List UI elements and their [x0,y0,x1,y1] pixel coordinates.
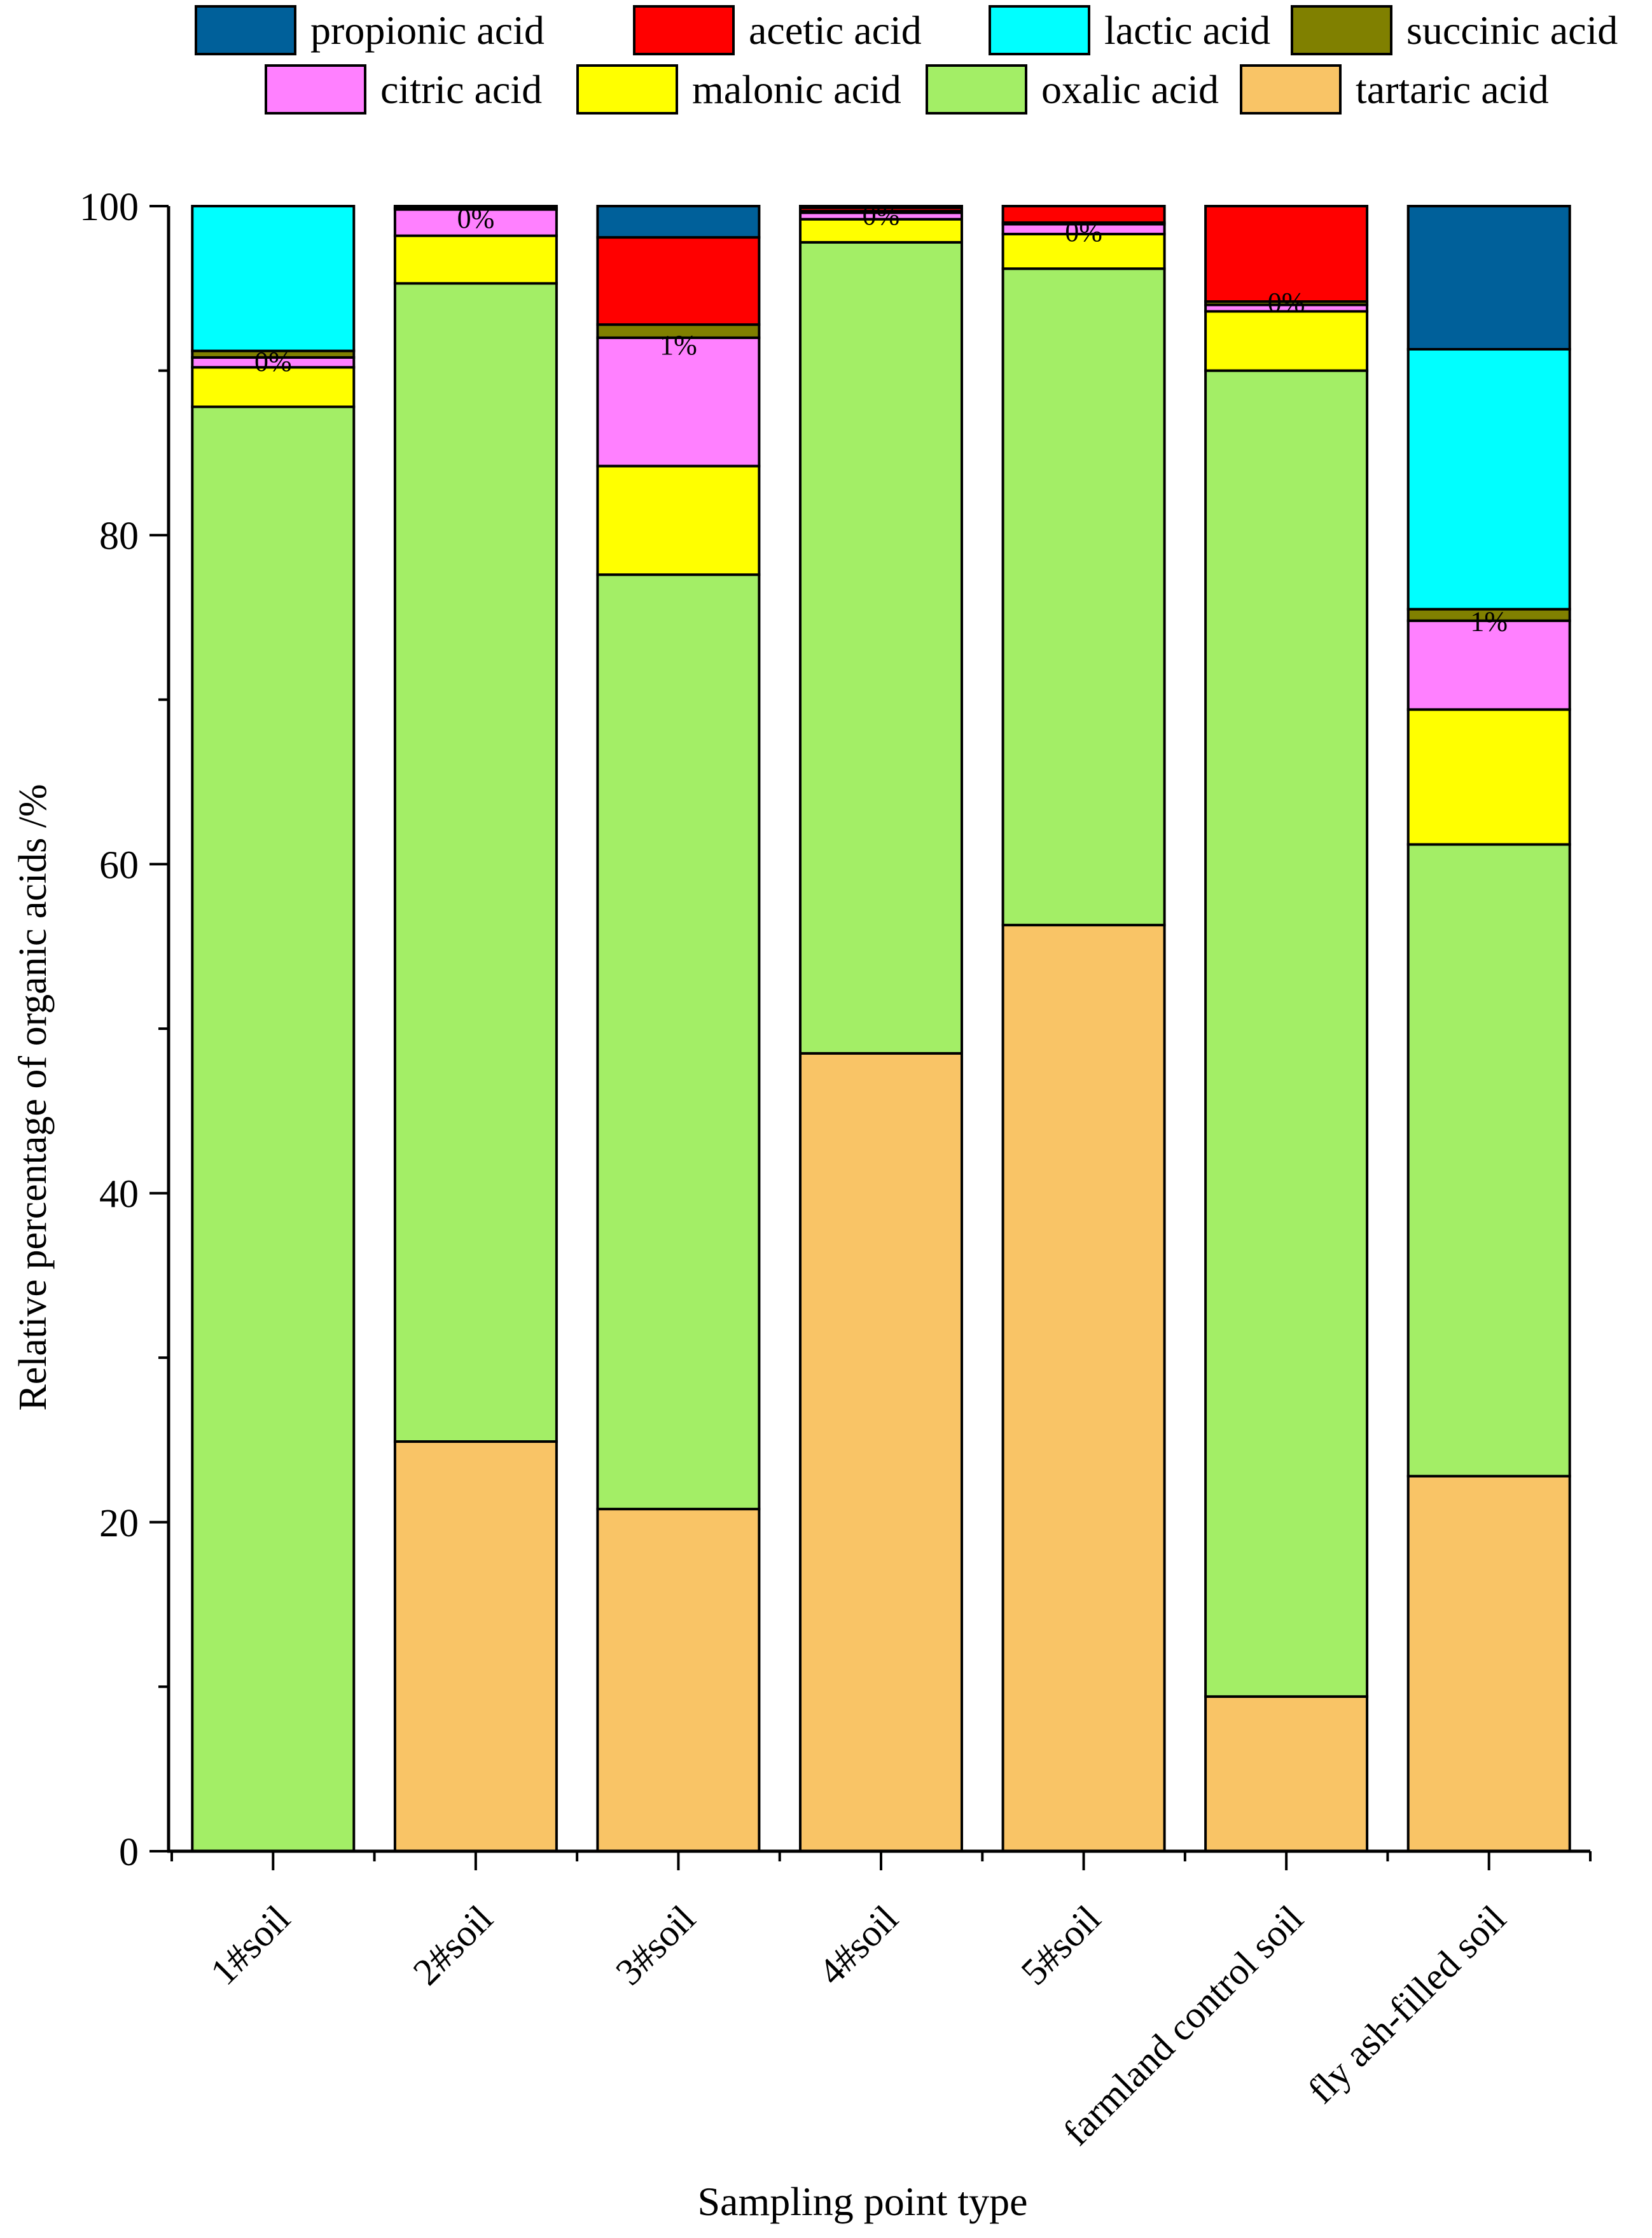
legend-label: acetic acid [749,8,922,53]
bar-fly-ash-filled-soil-citric-acid[interactable] [1406,619,1571,711]
bar-2-soil-malonic-acid[interactable] [393,234,558,285]
bar-fly-ash-filled-soil-lactic-acid[interactable] [1406,348,1571,611]
bar-5-soil-acetic-acid[interactable] [1001,205,1166,224]
x-tick-label: fly ash-filled soil [1300,1898,1514,2112]
legend-label: citric acid [380,67,542,112]
annotation-label: 0% [1065,216,1102,247]
bar-fly-ash-filled-soil-malonic-acid[interactable] [1406,708,1571,846]
bars-group [191,205,1571,1853]
legend-swatch [989,5,1090,55]
bar-farmland-control-soil-acetic-acid[interactable] [1204,205,1369,303]
annotation-label: 0% [254,346,292,377]
x-tick-label: 3#soil [607,1898,703,1993]
bar-2-soil-propionic-acid[interactable] [393,205,558,209]
legend-item-tartaric-acid[interactable]: tartaric acid [1240,64,1549,115]
bar-4-soil-oxalic-acid[interactable] [799,240,963,1055]
bar-3-soil-malonic-acid[interactable] [596,464,761,576]
legend-swatch [633,5,735,55]
legend-item-lactic-acid[interactable]: lactic acid [989,5,1270,55]
legend-item-citric-acid[interactable]: citric acid [265,64,542,115]
legend-swatch [926,64,1027,115]
x-tick-label: 1#soil [202,1898,298,1993]
y-tick-label: 80 [99,515,139,558]
bar-2-soil-oxalic-acid[interactable] [393,282,558,1443]
x-axis-label: Sampling point type [697,2179,1027,2224]
bar-4-soil-propionic-acid[interactable] [799,205,963,209]
y-axis-label: Relative percentage of organic acids /% [11,784,55,1410]
legend-item-succinic-acid[interactable]: succinic acid [1291,5,1618,55]
legend-swatch [265,64,366,115]
legend-item-propionic-acid[interactable]: propionic acid [195,5,545,55]
legend-label: propionic acid [310,8,545,53]
legend-label: succinic acid [1406,8,1618,53]
bar-fly-ash-filled-soil-oxalic-acid[interactable] [1406,843,1571,1478]
bar-5-soil-tartaric-acid[interactable] [1001,924,1166,1852]
bar-2-soil-tartaric-acid[interactable] [393,1440,558,1853]
bar-3-soil-citric-acid[interactable] [596,336,761,468]
legend-item-oxalic-acid[interactable]: oxalic acid [926,64,1219,115]
bar-3-soil-oxalic-acid[interactable] [596,573,761,1511]
annotation-label: 0% [1268,287,1305,318]
annotation-label: 1% [660,330,697,361]
bar-3-soil-propionic-acid[interactable] [596,205,761,239]
x-tick-label: 4#soil [810,1898,906,1993]
bar-1-soil-malonic-acid[interactable] [191,366,356,408]
legend-swatch [1291,5,1392,55]
legend: propionic acid acetic acid lactic acid succ… [195,5,1618,115]
bar-farmland-control-soil-tartaric-acid[interactable] [1204,1695,1369,1852]
legend-label: malonic acid [692,67,901,112]
y-tick-label: 100 [80,186,139,229]
y-tick-label: 40 [99,1173,139,1216]
bar-3-soil-tartaric-acid[interactable] [596,1508,761,1853]
annotation-label: 0% [457,203,495,234]
legend-item-acetic-acid[interactable]: acetic acid [633,5,922,55]
x-tick-label: 2#soil [405,1898,501,1993]
bar-farmland-control-soil-oxalic-acid[interactable] [1204,369,1369,1698]
bar-4-soil-malonic-acid[interactable] [799,218,963,244]
annotation-label: 0% [863,200,900,231]
y-tick-label: 60 [99,844,139,887]
annotation-label: 1% [1470,606,1508,637]
annotations-group: 0% 0% 1% 0% 0% 0% 1% [254,200,1508,637]
x-tick-label: 5#soil [1013,1898,1108,1993]
bar-5-soil-oxalic-acid[interactable] [1001,267,1166,927]
legend-label: oxalic acid [1041,67,1219,112]
y-tick-label: 20 [99,1502,139,1545]
legend-label: lactic acid [1104,8,1270,53]
bar-1-soil-lactic-acid[interactable] [191,205,356,352]
legend-swatch [576,64,678,115]
legend-item-malonic-acid[interactable]: malonic acid [576,64,901,115]
y-tick-label: 0 [119,1831,139,1874]
bar-3-soil-acetic-acid[interactable] [596,236,761,326]
legend-label: tartaric acid [1356,67,1549,112]
bar-fly-ash-filled-soil-tartaric-acid[interactable] [1406,1475,1571,1852]
bar-fly-ash-filled-soil-propionic-acid[interactable] [1406,205,1571,351]
legend-swatch [195,5,296,55]
bar-4-soil-tartaric-acid[interactable] [799,1052,963,1852]
bar-farmland-control-soil-malonic-acid[interactable] [1204,310,1369,372]
legend-swatch [1240,64,1342,115]
bar-1-soil-oxalic-acid[interactable] [191,405,356,1852]
